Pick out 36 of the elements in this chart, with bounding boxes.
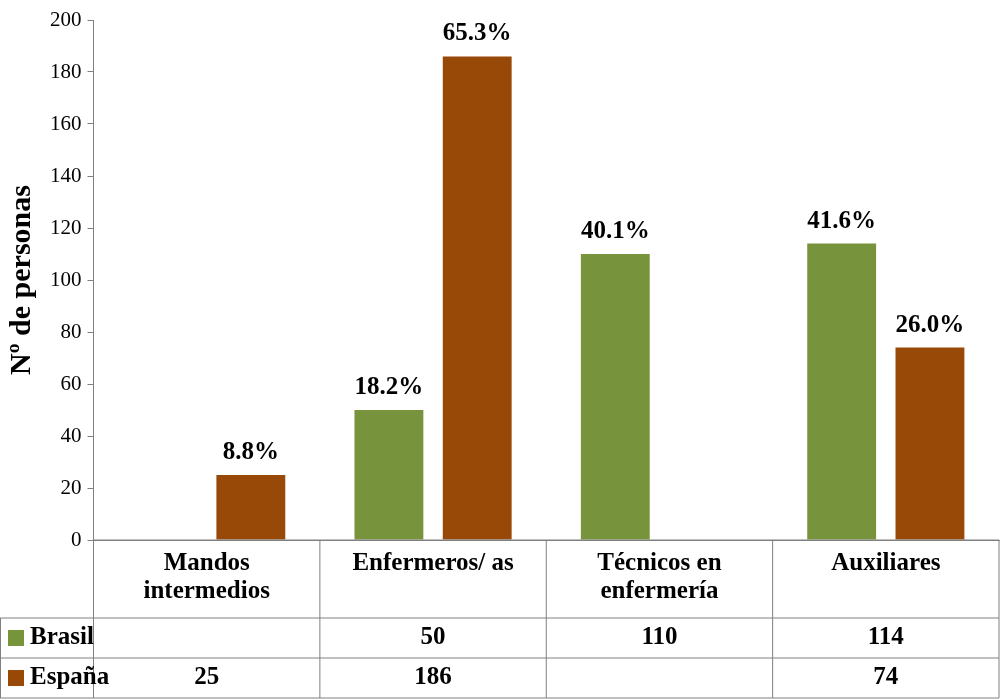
annotation: 26.0% xyxy=(895,309,965,337)
x-tick-label: Auxiliares xyxy=(831,548,941,576)
annotation: 41.6% xyxy=(807,205,877,233)
annotation: 18.2% xyxy=(354,371,424,399)
y-tick-label: 40 xyxy=(60,422,82,447)
y-tick-label: 60 xyxy=(60,370,82,395)
y-tick-label: 200 xyxy=(50,6,82,31)
data-label: 114 xyxy=(867,622,905,650)
data-label: 25 xyxy=(194,662,220,690)
y-tick-label: 140 xyxy=(50,162,82,187)
y-tick-label: 160 xyxy=(50,110,82,135)
annotation: 40.1% xyxy=(580,215,650,243)
x-tick-label: Enfermeros/ as xyxy=(352,548,514,576)
data-label: 50 xyxy=(420,622,446,650)
data-label: 110 xyxy=(641,622,678,650)
annotation: 8.8% xyxy=(222,436,279,464)
bar xyxy=(442,56,512,540)
y-tick-label: 120 xyxy=(50,214,82,239)
y-tick-label: 80 xyxy=(60,318,82,343)
legend-label: España xyxy=(30,662,110,690)
y-tick-label: 20 xyxy=(60,474,82,499)
legend-label: Brasil xyxy=(30,622,94,650)
bar xyxy=(216,475,286,540)
bar xyxy=(895,347,965,540)
y-tick-label: 100 xyxy=(50,266,82,291)
annotation: 65.3% xyxy=(442,18,512,46)
data-label: 74 xyxy=(873,662,899,690)
x-tick-label: Mandos intermedios xyxy=(143,548,271,604)
bar xyxy=(580,254,650,540)
y-tick-label: 180 xyxy=(50,58,82,83)
data-label: 186 xyxy=(414,662,452,690)
bar xyxy=(807,243,877,540)
y-axis-title: Nº de personas xyxy=(2,185,36,375)
x-tick-label: Técnicos en enfermería xyxy=(597,548,722,604)
y-tick-label: 0 xyxy=(71,526,82,551)
bar xyxy=(354,410,424,540)
